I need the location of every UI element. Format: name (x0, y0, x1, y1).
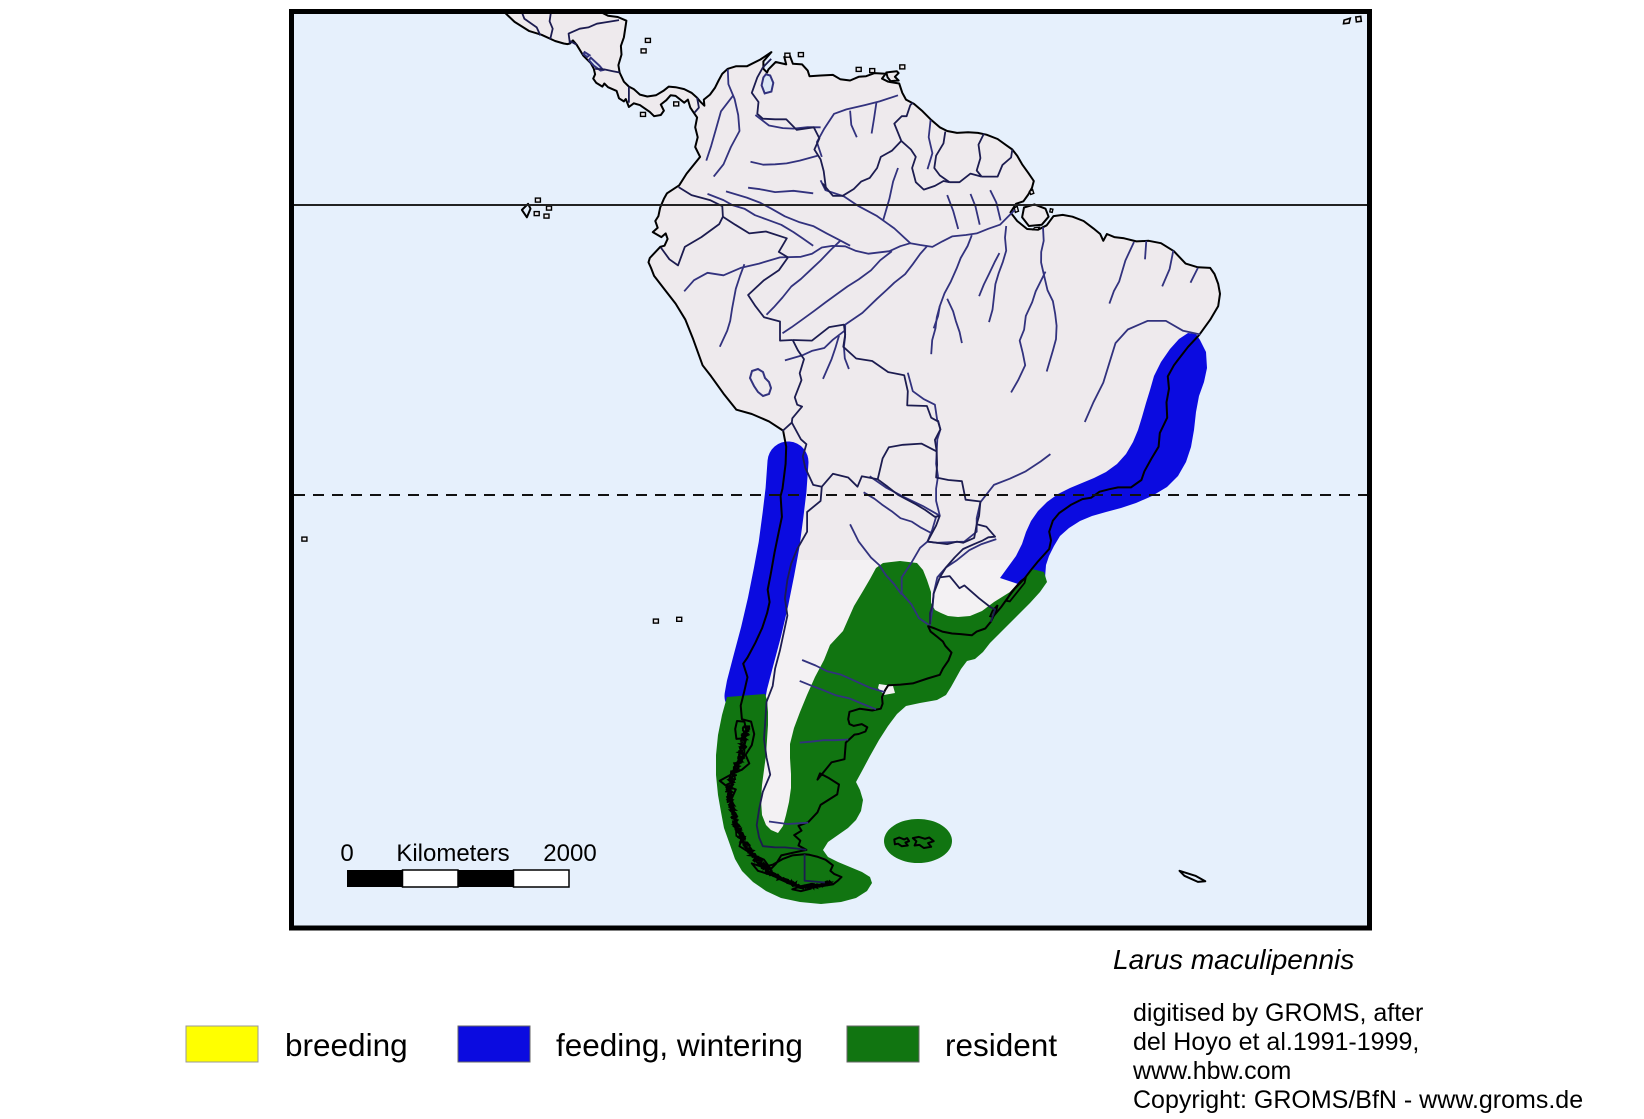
svg-text:Kilometers: Kilometers (396, 840, 509, 867)
svg-text:Copyright: GROMS/BfN - www.gro: Copyright: GROMS/BfN - www.groms.de (1133, 1086, 1583, 1114)
svg-text:breeding: breeding (285, 1027, 408, 1063)
svg-text:2000: 2000 (543, 840, 596, 867)
svg-text:Larus maculipennis: Larus maculipennis (1113, 944, 1354, 975)
svg-text:feeding, wintering: feeding, wintering (556, 1027, 803, 1063)
svg-text:www.hbw.com: www.hbw.com (1132, 1057, 1291, 1085)
svg-text:resident: resident (945, 1027, 1057, 1063)
svg-text:digitised by GROMS, after: digitised by GROMS, after (1133, 999, 1423, 1027)
svg-text:0: 0 (340, 840, 353, 867)
svg-text:del Hoyo et al.1991-1999,: del Hoyo et al.1991-1999, (1133, 1028, 1419, 1056)
